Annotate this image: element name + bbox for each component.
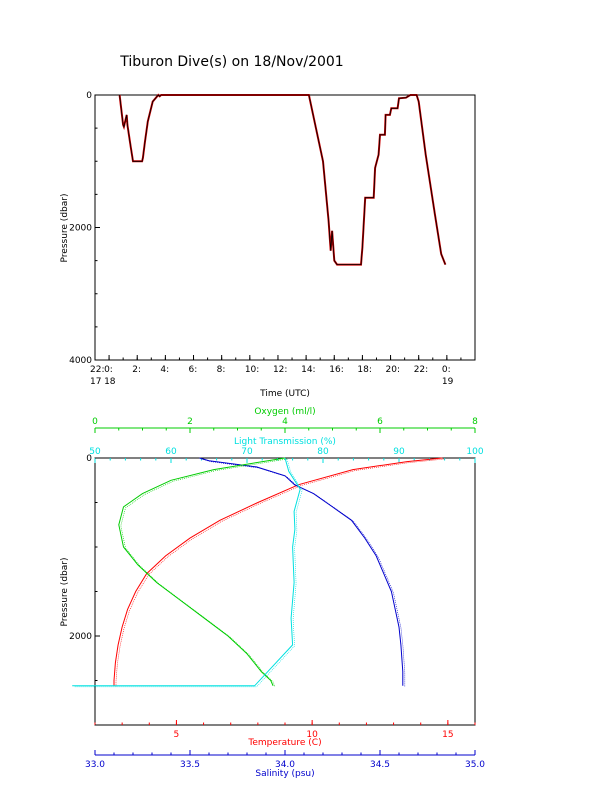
dive-x-tick-label: 12: bbox=[273, 365, 287, 375]
figure-title: Tiburon Dive(s) on 18/Nov/2001 bbox=[119, 54, 343, 70]
dive-x-tick-label: 0: bbox=[442, 365, 451, 375]
dive-y-axis-label: Pressure (dbar) bbox=[60, 194, 70, 263]
salinity-tick-label: 34.5 bbox=[370, 760, 390, 770]
oxygen-tick-label: 6 bbox=[377, 417, 383, 427]
ctd-y-tick-label: 2000 bbox=[69, 632, 92, 642]
temperature-profile-upcast bbox=[115, 458, 445, 687]
dive-x-tick-label: 19 bbox=[442, 377, 454, 387]
light-transmission-tick-label: 80 bbox=[317, 447, 329, 457]
dive-x-tick-label: 22: bbox=[90, 365, 104, 375]
dive-x-tick-label: 0: bbox=[104, 365, 113, 375]
salinity-tick-label: 33.5 bbox=[180, 760, 200, 770]
ctd-y-axis-label: Pressure (dbar) bbox=[60, 558, 70, 627]
dive-y-tick-label: 4000 bbox=[69, 356, 92, 366]
dive-profile-frame bbox=[94, 94, 476, 361]
light-transmission-tick-label: 90 bbox=[393, 447, 405, 457]
light-transmission-tick-label: 70 bbox=[241, 447, 253, 457]
temperature-profile bbox=[113, 457, 443, 686]
dive-x-tick-label: 2: bbox=[132, 365, 141, 375]
oxygen-tick-label: 0 bbox=[92, 417, 98, 427]
light-transmission-tick-label: 50 bbox=[89, 447, 101, 457]
dive-y-tick-label: 0 bbox=[86, 91, 92, 101]
dive-x-tick-label: 16: bbox=[329, 365, 343, 375]
dive-y-axis: 0 2000 4000 bbox=[69, 91, 100, 366]
salinity-axis-label: Salinity (psu) bbox=[255, 769, 314, 779]
oxygen-tick-label: 4 bbox=[282, 417, 288, 427]
oxygen-tick-label: 8 bbox=[472, 417, 478, 427]
dive-x-tick-label: 20: bbox=[386, 365, 400, 375]
dive-profile-chart: 22:170:182: 4: 6: 8: 10: 12: 14: 16: 18: 20: 22: 0:… bbox=[60, 91, 476, 399]
temperature-tick-label: 10 bbox=[306, 730, 318, 740]
dive-x-tick-label: 4: bbox=[160, 365, 169, 375]
dive-y-tick-label: 2000 bbox=[69, 224, 92, 234]
oxygen-tick-label: 2 bbox=[187, 417, 193, 427]
salinity-tick-label: 35.0 bbox=[465, 760, 485, 770]
oxygen-axis-label: Oxygen (ml/l) bbox=[254, 407, 315, 417]
dive-trace-line bbox=[118, 93, 447, 266]
dive-x-tick-label: 17 bbox=[90, 377, 101, 387]
oxygen-profile bbox=[118, 457, 286, 686]
salinity-profile-upcast bbox=[201, 458, 406, 687]
dive-x-axis-label: Time (UTC) bbox=[259, 389, 310, 399]
ctd-profile-chart: 0 2 4 6 8 50 60 70 80 90 100 5 10 15 33.0 33.5 34.0 34.5 3… bbox=[60, 407, 485, 779]
ctd-traces bbox=[72, 457, 445, 688]
light-transmission-profile-upcast bbox=[74, 458, 303, 688]
dive-x-tick-label: 14: bbox=[301, 365, 315, 375]
light-transmission-axis-label: Light Transmission (%) bbox=[234, 437, 336, 447]
dive-x-tick-label: 18: bbox=[357, 365, 371, 375]
dive-x-tick-label: 22: bbox=[414, 365, 428, 375]
light-transmission-profile bbox=[72, 457, 301, 687]
ctd-y-tick-label: 0 bbox=[86, 454, 92, 464]
temperature-tick-label: 5 bbox=[174, 730, 180, 740]
salinity-tick-label: 34.0 bbox=[275, 760, 295, 770]
salinity-profile bbox=[199, 457, 404, 686]
light-transmission-tick-label: 60 bbox=[165, 447, 177, 457]
dive-x-tick-label: 6: bbox=[189, 365, 198, 375]
dive-x-tick-label: 8: bbox=[217, 365, 226, 375]
temperature-tick-label: 15 bbox=[442, 730, 453, 740]
dive-x-tick-label: 18 bbox=[104, 377, 116, 387]
dive-trace bbox=[118, 93, 447, 266]
light-transmission-tick-label: 100 bbox=[466, 447, 483, 457]
dive-x-axis: 22:170:182: 4: 6: 8: 10: 12: 14: 16: 18: 20: 22: 0:… bbox=[90, 355, 476, 387]
salinity-tick-label: 33.0 bbox=[85, 760, 105, 770]
temperature-axis-label: Temperature (C) bbox=[247, 738, 321, 748]
dive-trace-core bbox=[119, 94, 446, 266]
ctd-axes: 0 2 4 6 8 50 60 70 80 90 100 5 10 15 33.0 33.5 34.0 34.5 3… bbox=[69, 417, 485, 770]
dive-x-tick-label: 10: bbox=[245, 365, 259, 375]
ctd-profile-frame bbox=[94, 457, 476, 726]
